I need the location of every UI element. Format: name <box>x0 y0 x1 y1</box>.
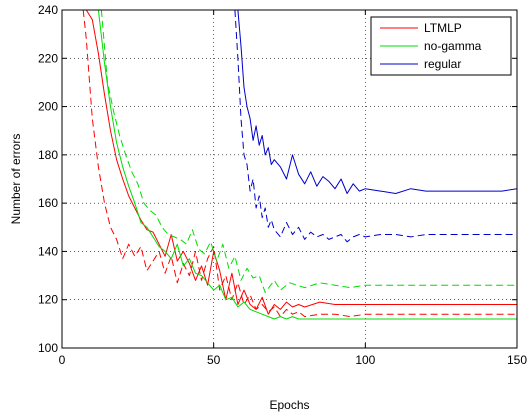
y-tick-label: 140 <box>38 244 58 258</box>
series-line-no-gamma-dashed <box>100 10 517 293</box>
series-line-regular-solid <box>237 10 517 194</box>
ticks <box>61 9 518 349</box>
series-layer <box>82 10 517 320</box>
y-tick-label: 160 <box>38 196 58 210</box>
y-axis-label: Number of errors <box>9 134 23 225</box>
plot-frame <box>61 9 518 349</box>
series-line-ltmlp-solid <box>85 10 517 315</box>
y-tick-label: 200 <box>38 100 58 114</box>
y-tick-label: 180 <box>38 148 58 162</box>
series-line-regular-dashed <box>234 10 517 243</box>
legend: LTMLP no-gamma regular <box>370 16 512 76</box>
grid <box>62 10 517 348</box>
x-tick-label: 50 <box>207 353 221 367</box>
y-tick-label: 100 <box>38 341 58 355</box>
legend-label-ltmlp: LTMLP <box>424 21 462 35</box>
x-tick-label: 0 <box>59 353 66 367</box>
y-tick-label: 240 <box>38 3 58 17</box>
tick-labels: 0 50 100 150 100 120 140 160 180 200 220 240 <box>38 3 527 367</box>
x-axis-label: Epochs <box>269 398 309 412</box>
x-tick-label: 100 <box>355 353 375 367</box>
y-tick-label: 220 <box>38 51 58 65</box>
legend-label-no-gamma: no-gamma <box>424 39 482 53</box>
y-tick-label: 120 <box>38 293 58 307</box>
series-line-no-gamma-solid <box>97 10 517 320</box>
x-tick-label: 150 <box>507 353 527 367</box>
series-line-ltmlp-dashed <box>82 10 517 318</box>
legend-label-regular: regular <box>424 57 461 71</box>
